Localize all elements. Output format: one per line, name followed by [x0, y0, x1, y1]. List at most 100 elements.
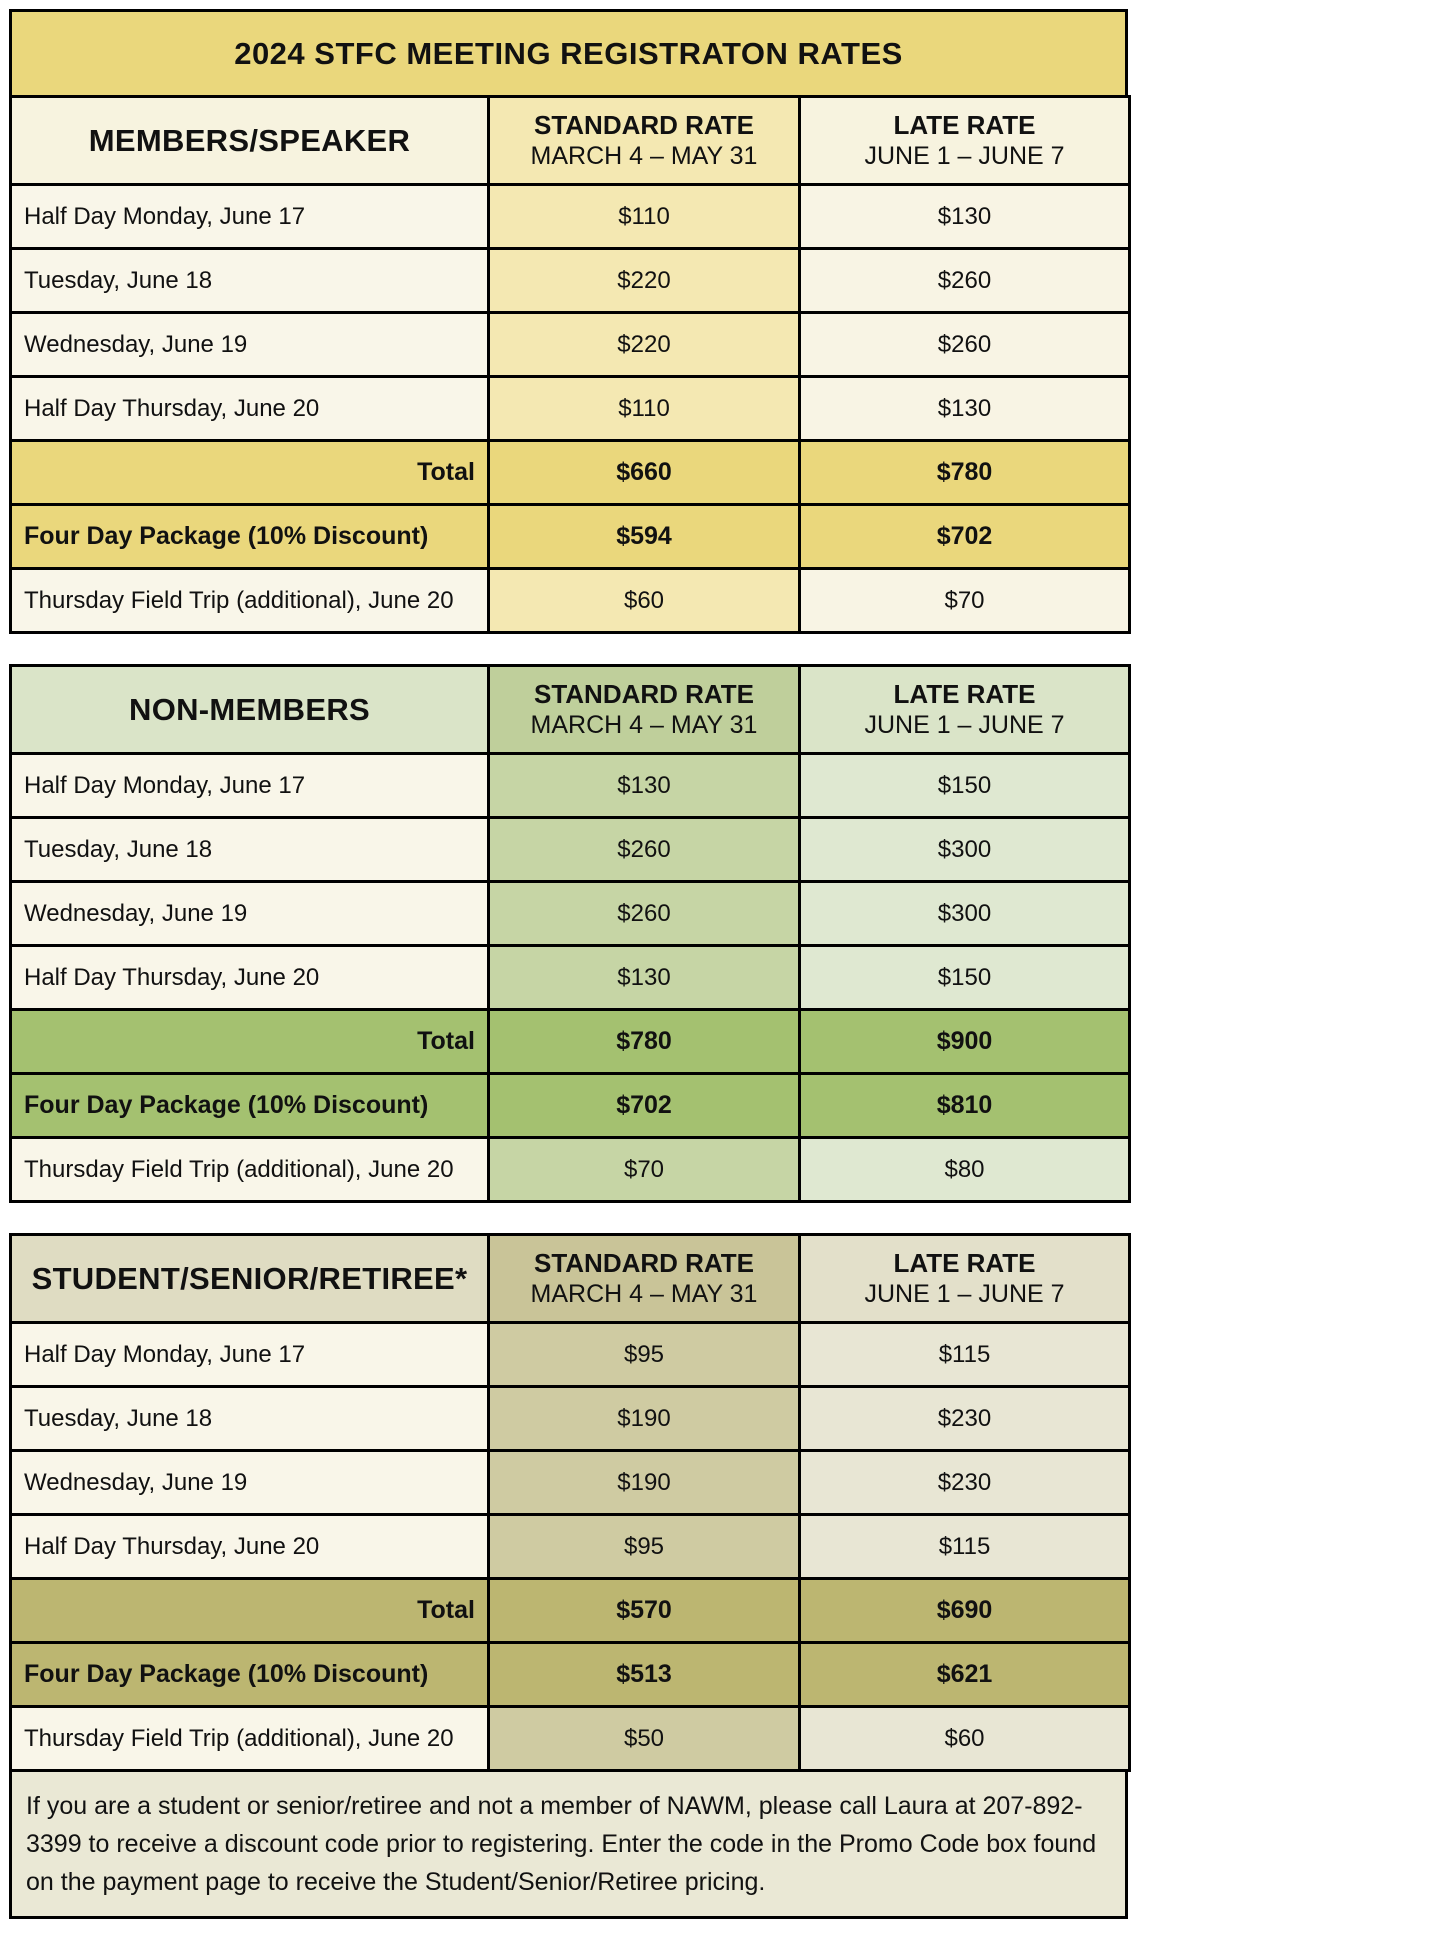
- row-label: Thursday Field Trip (additional), June 2…: [9, 567, 490, 634]
- total-standard-cell: $570: [487, 1577, 801, 1644]
- package-late-cell: $621: [798, 1641, 1131, 1708]
- standard-rate-header: STANDARD RATE MARCH 4 – MAY 31: [487, 1233, 801, 1324]
- table-row: Half Day Thursday, June 20 $95 $115: [9, 1513, 1131, 1580]
- late-rate-cell: $70: [798, 567, 1131, 634]
- section-title-members: MEMBERS/SPEAKER: [9, 95, 490, 186]
- late-rate-header: LATE RATE JUNE 1 – JUNE 7: [798, 95, 1131, 186]
- standard-rate-header: STANDARD RATE MARCH 4 – MAY 31: [487, 95, 801, 186]
- rates-document: 2024 STFC MEETING REGISTRATON RATES MEMB…: [9, 9, 1131, 1919]
- late-rate-cell: $150: [798, 752, 1131, 819]
- late-rate-cell: $130: [798, 183, 1131, 250]
- standard-rate-cell: $95: [487, 1513, 801, 1580]
- standard-rate-cell: $260: [487, 880, 801, 947]
- package-label: Four Day Package (10% Discount): [9, 503, 490, 570]
- standard-rate-cell: $190: [487, 1385, 801, 1452]
- standard-rate-cell: $260: [487, 816, 801, 883]
- total-late-cell: $690: [798, 1577, 1131, 1644]
- table-row: Wednesday, June 19 $190 $230: [9, 1449, 1131, 1516]
- late-rate-dates: JUNE 1 – JUNE 7: [864, 1280, 1065, 1309]
- student-discount-note: If you are a student or senior/retiree a…: [9, 1772, 1128, 1919]
- document-title: 2024 STFC MEETING REGISTRATON RATES: [9, 9, 1128, 95]
- standard-rate-cell: $110: [487, 375, 801, 442]
- table-row: Half Day Monday, June 17 $130 $150: [9, 752, 1131, 819]
- section-gap: [9, 1203, 1128, 1233]
- row-label: Half Day Monday, June 17: [9, 752, 490, 819]
- standard-rate-dates: MARCH 4 – MAY 31: [530, 711, 758, 740]
- row-label: Half Day Thursday, June 20: [9, 1513, 490, 1580]
- standard-rate-cell: $130: [487, 752, 801, 819]
- standard-rate-title: STANDARD RATE: [533, 1247, 755, 1278]
- table-row: Tuesday, June 18 $220 $260: [9, 247, 1131, 314]
- standard-rate-title: STANDARD RATE: [533, 678, 755, 709]
- package-label: Four Day Package (10% Discount): [9, 1641, 490, 1708]
- standard-rate-title: STANDARD RATE: [533, 109, 755, 140]
- table-row: Half Day Monday, June 17 $110 $130: [9, 183, 1131, 250]
- row-label: Half Day Thursday, June 20: [9, 375, 490, 442]
- table-row: Tuesday, June 18 $260 $300: [9, 816, 1131, 883]
- row-label: Tuesday, June 18: [9, 247, 490, 314]
- late-rate-cell: $115: [798, 1321, 1131, 1388]
- late-rate-cell: $230: [798, 1449, 1131, 1516]
- table-row: Tuesday, June 18 $190 $230: [9, 1385, 1131, 1452]
- row-label: Thursday Field Trip (additional), June 2…: [9, 1705, 490, 1772]
- section-gap: [9, 634, 1128, 664]
- row-label: Half Day Monday, June 17: [9, 1321, 490, 1388]
- package-standard-cell: $594: [487, 503, 801, 570]
- field-trip-row: Thursday Field Trip (additional), June 2…: [9, 1136, 1131, 1203]
- members-speaker-table: MEMBERS/SPEAKER STANDARD RATE MARCH 4 – …: [9, 95, 1131, 634]
- late-rate-cell: $300: [798, 816, 1131, 883]
- standard-rate-dates: MARCH 4 – MAY 31: [530, 1280, 758, 1309]
- late-rate-cell: $260: [798, 247, 1131, 314]
- late-rate-title: LATE RATE: [893, 1247, 1036, 1278]
- standard-rate-cell: $60: [487, 567, 801, 634]
- field-trip-row: Thursday Field Trip (additional), June 2…: [9, 1705, 1131, 1772]
- package-row: Four Day Package (10% Discount) $513 $62…: [9, 1641, 1131, 1708]
- row-label: Tuesday, June 18: [9, 1385, 490, 1452]
- total-late-cell: $780: [798, 439, 1131, 506]
- student-senior-retiree-table: STUDENT/SENIOR/RETIREE* STANDARD RATE MA…: [9, 1233, 1131, 1772]
- total-label: Total: [9, 1577, 490, 1644]
- section-header-row: STUDENT/SENIOR/RETIREE* STANDARD RATE MA…: [9, 1233, 1131, 1324]
- table-row: Wednesday, June 19 $220 $260: [9, 311, 1131, 378]
- total-standard-cell: $660: [487, 439, 801, 506]
- row-label: Half Day Thursday, June 20: [9, 944, 490, 1011]
- total-label: Total: [9, 439, 490, 506]
- package-row: Four Day Package (10% Discount) $594 $70…: [9, 503, 1131, 570]
- standard-rate-cell: $110: [487, 183, 801, 250]
- row-label: Half Day Monday, June 17: [9, 183, 490, 250]
- late-rate-cell: $130: [798, 375, 1131, 442]
- field-trip-row: Thursday Field Trip (additional), June 2…: [9, 567, 1131, 634]
- row-label: Wednesday, June 19: [9, 880, 490, 947]
- standard-rate-cell: $220: [487, 247, 801, 314]
- row-label: Wednesday, June 19: [9, 311, 490, 378]
- section-header-row: NON-MEMBERS STANDARD RATE MARCH 4 – MAY …: [9, 664, 1131, 755]
- late-rate-cell: $60: [798, 1705, 1131, 1772]
- row-label: Wednesday, June 19: [9, 1449, 490, 1516]
- late-rate-header: LATE RATE JUNE 1 – JUNE 7: [798, 664, 1131, 755]
- package-row: Four Day Package (10% Discount) $702 $81…: [9, 1072, 1131, 1139]
- standard-rate-cell: $70: [487, 1136, 801, 1203]
- total-row: Total $780 $900: [9, 1008, 1131, 1075]
- package-standard-cell: $513: [487, 1641, 801, 1708]
- standard-rate-cell: $130: [487, 944, 801, 1011]
- late-rate-cell: $230: [798, 1385, 1131, 1452]
- table-row: Half Day Thursday, June 20 $130 $150: [9, 944, 1131, 1011]
- late-rate-cell: $80: [798, 1136, 1131, 1203]
- late-rate-title: LATE RATE: [893, 109, 1036, 140]
- non-members-table: NON-MEMBERS STANDARD RATE MARCH 4 – MAY …: [9, 664, 1131, 1203]
- package-label: Four Day Package (10% Discount): [9, 1072, 490, 1139]
- package-standard-cell: $702: [487, 1072, 801, 1139]
- standard-rate-cell: $50: [487, 1705, 801, 1772]
- late-rate-cell: $150: [798, 944, 1131, 1011]
- table-row: Half Day Monday, June 17 $95 $115: [9, 1321, 1131, 1388]
- table-row: Half Day Thursday, June 20 $110 $130: [9, 375, 1131, 442]
- total-standard-cell: $780: [487, 1008, 801, 1075]
- total-label: Total: [9, 1008, 490, 1075]
- row-label: Thursday Field Trip (additional), June 2…: [9, 1136, 490, 1203]
- row-label: Tuesday, June 18: [9, 816, 490, 883]
- section-header-row: MEMBERS/SPEAKER STANDARD RATE MARCH 4 – …: [9, 95, 1131, 186]
- late-rate-dates: JUNE 1 – JUNE 7: [864, 711, 1065, 740]
- section-title-student: STUDENT/SENIOR/RETIREE*: [9, 1233, 490, 1324]
- package-late-cell: $810: [798, 1072, 1131, 1139]
